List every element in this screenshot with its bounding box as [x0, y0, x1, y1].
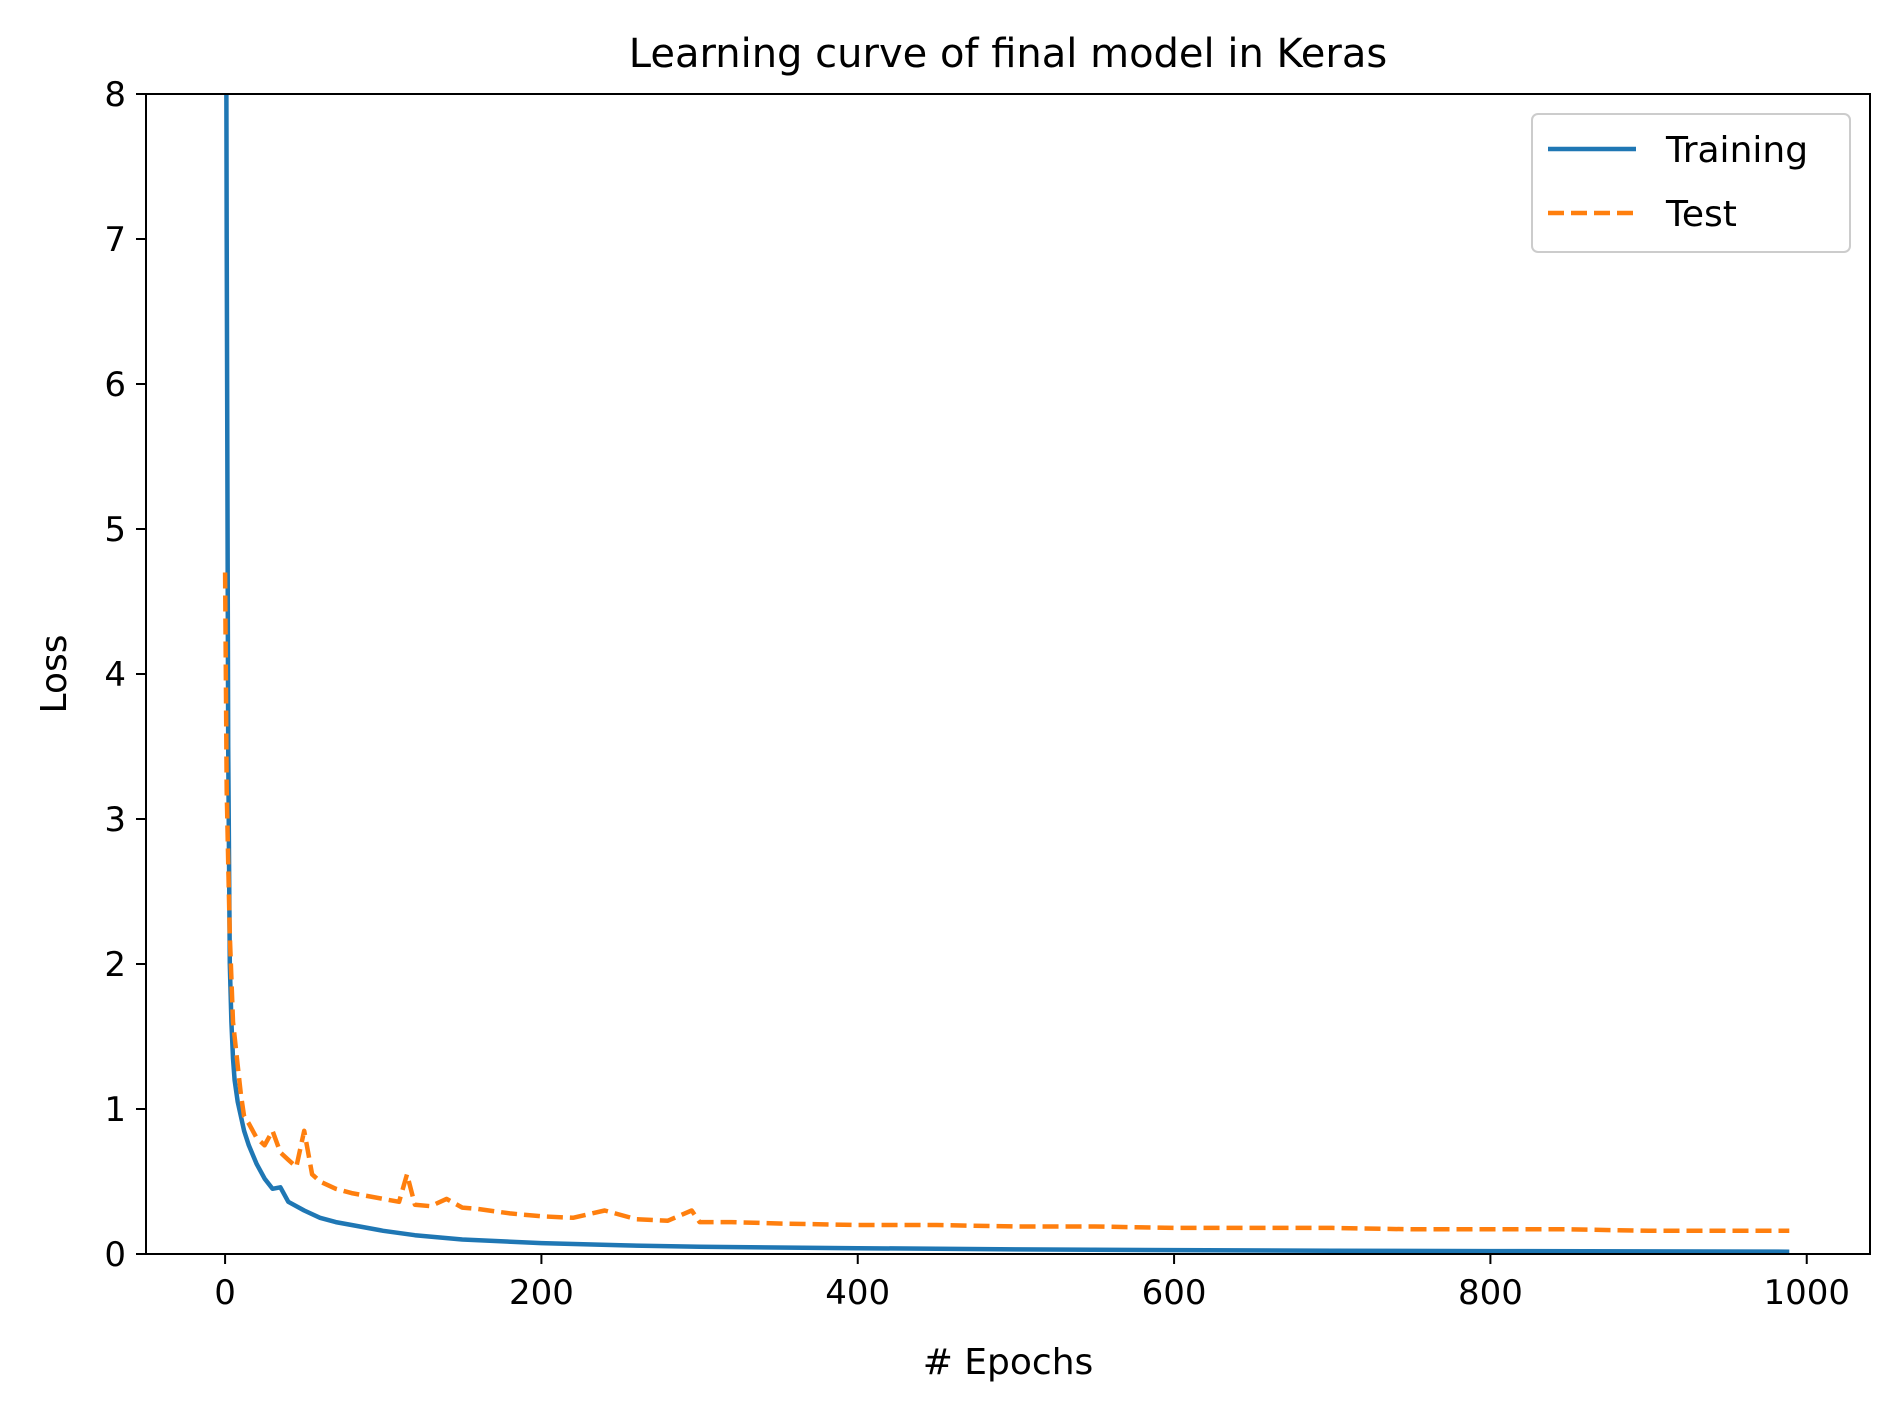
y-tick-label: 2	[104, 945, 126, 985]
legend-training-label: Training	[1665, 130, 1808, 171]
legend: Training Test	[1531, 113, 1851, 253]
y-tick-label: 1	[104, 1090, 126, 1130]
x-tick-label: 800	[1458, 1273, 1523, 1313]
x-tick-label: 0	[214, 1273, 236, 1313]
legend-test-label: Test	[1665, 194, 1737, 235]
chart-title: Learning curve of final model in Keras	[629, 31, 1387, 77]
y-tick-label: 6	[104, 365, 126, 405]
x-tick-label: 200	[509, 1273, 574, 1313]
x-axis: 0 200 400 600 800 1000	[214, 1254, 1850, 1313]
series-line-training	[224, 94, 1790, 1254]
x-tick-label: 600	[1142, 1273, 1207, 1313]
y-tick-label: 3	[104, 800, 126, 840]
x-tick-label: 400	[825, 1273, 890, 1313]
y-axis: 0 1 2 3 4 5 6 7 8	[104, 75, 146, 1275]
series-line-test	[222, 572, 1790, 1234]
y-axis-label: Loss	[34, 635, 75, 714]
y-tick-label: 5	[104, 510, 126, 550]
y-tick-label: 7	[104, 220, 126, 260]
y-tick-label: 0	[104, 1235, 126, 1275]
y-tick-label: 4	[104, 655, 126, 695]
series-layer	[222, 94, 1790, 1254]
x-axis-label: # Epochs	[923, 1342, 1094, 1383]
x-tick-label: 1000	[1763, 1273, 1850, 1313]
y-tick-label: 8	[104, 75, 126, 115]
